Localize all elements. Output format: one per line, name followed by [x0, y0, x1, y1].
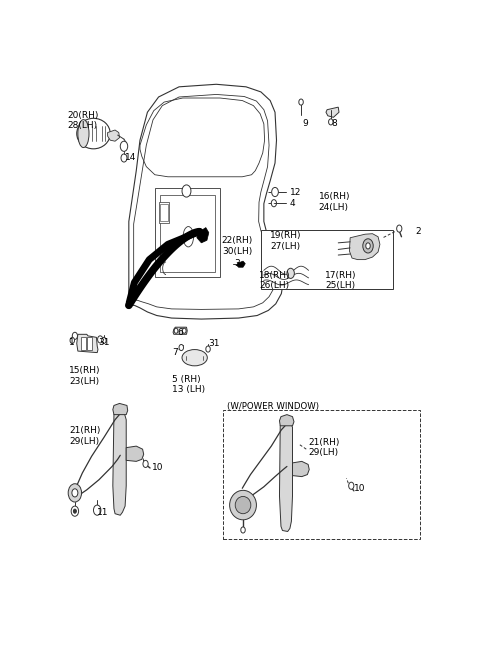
Circle shape — [299, 99, 303, 105]
Polygon shape — [326, 107, 339, 117]
Text: 10: 10 — [152, 463, 164, 473]
Ellipse shape — [229, 490, 256, 520]
Circle shape — [179, 345, 183, 350]
Polygon shape — [77, 335, 98, 352]
Circle shape — [396, 225, 402, 232]
Circle shape — [272, 187, 278, 197]
Ellipse shape — [78, 119, 89, 148]
Bar — [87, 337, 92, 350]
Circle shape — [241, 527, 245, 533]
Circle shape — [71, 506, 79, 516]
Text: 9: 9 — [302, 119, 308, 128]
Circle shape — [348, 482, 354, 489]
Circle shape — [102, 337, 106, 343]
Circle shape — [73, 509, 76, 513]
Polygon shape — [197, 228, 209, 243]
Circle shape — [363, 239, 373, 253]
Polygon shape — [126, 446, 144, 461]
Text: 15(RH)
23(LH): 15(RH) 23(LH) — [69, 366, 101, 385]
Polygon shape — [113, 409, 126, 515]
Circle shape — [366, 243, 370, 249]
Text: 18(RH)
26(LH): 18(RH) 26(LH) — [259, 271, 290, 290]
Bar — [261, 230, 393, 288]
Circle shape — [68, 484, 82, 502]
Circle shape — [182, 185, 191, 197]
FancyBboxPatch shape — [223, 409, 420, 539]
Text: 1: 1 — [69, 339, 75, 347]
Text: 17(RH)
25(LH): 17(RH) 25(LH) — [325, 271, 356, 290]
Circle shape — [329, 119, 333, 125]
Text: 4: 4 — [290, 199, 296, 208]
Text: 16(RH)
24(LH): 16(RH) 24(LH) — [319, 193, 350, 212]
Polygon shape — [237, 261, 245, 267]
Bar — [158, 202, 169, 222]
Text: 31: 31 — [98, 339, 109, 347]
Text: 19(RH)
27(LH): 19(RH) 27(LH) — [270, 231, 301, 251]
Polygon shape — [279, 414, 294, 426]
Polygon shape — [292, 461, 309, 477]
Circle shape — [120, 141, 128, 151]
Polygon shape — [349, 234, 380, 259]
Circle shape — [182, 328, 186, 333]
Bar — [155, 189, 220, 277]
Text: 22(RH)
30(LH): 22(RH) 30(LH) — [222, 236, 253, 255]
Circle shape — [72, 489, 78, 497]
Ellipse shape — [182, 350, 207, 366]
Bar — [81, 337, 85, 350]
Text: 3: 3 — [234, 259, 240, 268]
Circle shape — [206, 346, 210, 352]
Text: 31: 31 — [208, 339, 219, 348]
Ellipse shape — [235, 496, 251, 513]
Circle shape — [121, 154, 127, 162]
Circle shape — [143, 461, 148, 467]
Text: 21(RH)
29(LH): 21(RH) 29(LH) — [309, 438, 340, 457]
Circle shape — [70, 337, 74, 343]
Circle shape — [174, 328, 178, 333]
Text: 10: 10 — [354, 484, 365, 493]
Text: 12: 12 — [290, 187, 301, 197]
Text: 7: 7 — [172, 348, 178, 356]
Circle shape — [287, 268, 294, 279]
Text: 5 (RH)
13 (LH): 5 (RH) 13 (LH) — [172, 375, 205, 395]
Circle shape — [72, 332, 77, 339]
Text: 11: 11 — [96, 508, 108, 517]
Polygon shape — [279, 418, 292, 531]
Ellipse shape — [77, 118, 110, 148]
Text: (W/POWER WINDOW): (W/POWER WINDOW) — [227, 403, 319, 411]
Text: 20(RH)
28(LH): 20(RH) 28(LH) — [67, 111, 99, 130]
Circle shape — [94, 505, 101, 515]
Text: 21(RH)
29(LH): 21(RH) 29(LH) — [69, 426, 101, 446]
Text: 14: 14 — [125, 154, 136, 162]
Text: 8: 8 — [332, 119, 337, 128]
Text: 6: 6 — [177, 328, 183, 337]
Bar — [160, 195, 215, 273]
Polygon shape — [173, 327, 187, 335]
Text: 2: 2 — [415, 227, 421, 236]
Polygon shape — [108, 130, 120, 141]
Polygon shape — [113, 403, 128, 414]
Bar — [160, 204, 168, 221]
Circle shape — [97, 336, 103, 343]
